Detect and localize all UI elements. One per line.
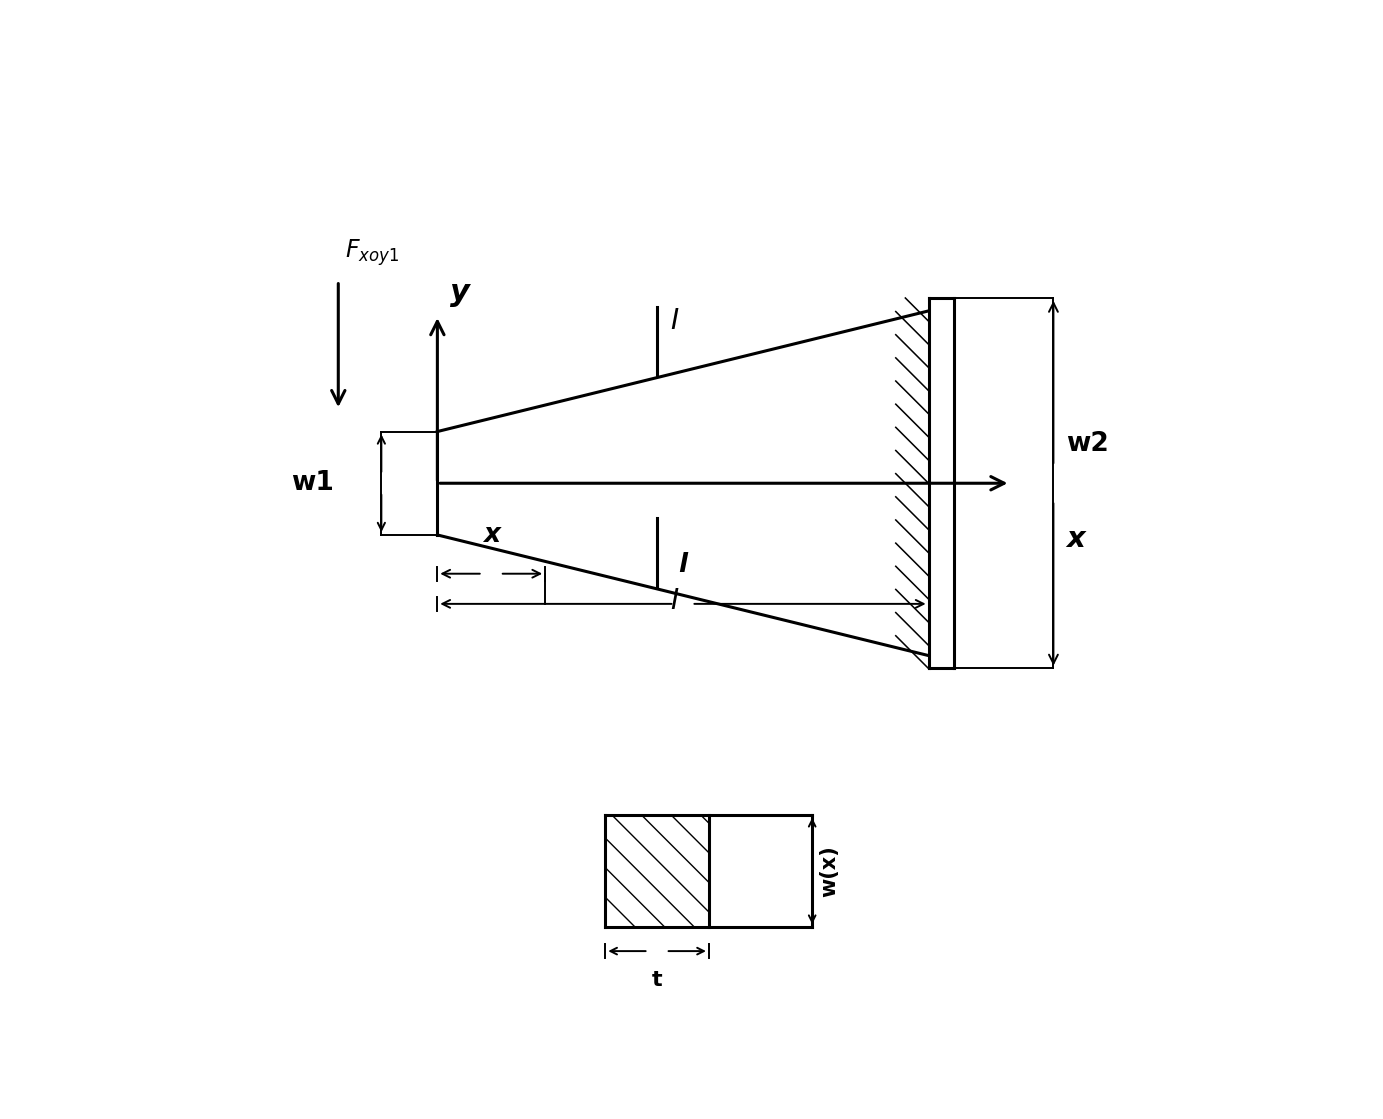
Text: $I$: $I$ (669, 307, 679, 335)
Text: l: l (679, 552, 687, 579)
Text: x: x (1066, 525, 1086, 553)
Text: y: y (451, 278, 470, 307)
Text: $I$: $I$ (669, 586, 679, 614)
Text: x: x (483, 521, 499, 548)
Text: $F_{xoy1}$: $F_{xoy1}$ (346, 237, 400, 267)
Text: t: t (651, 970, 662, 990)
Text: w1: w1 (290, 470, 333, 496)
Text: w(x): w(x) (819, 845, 839, 896)
Text: w2: w2 (1066, 432, 1109, 458)
